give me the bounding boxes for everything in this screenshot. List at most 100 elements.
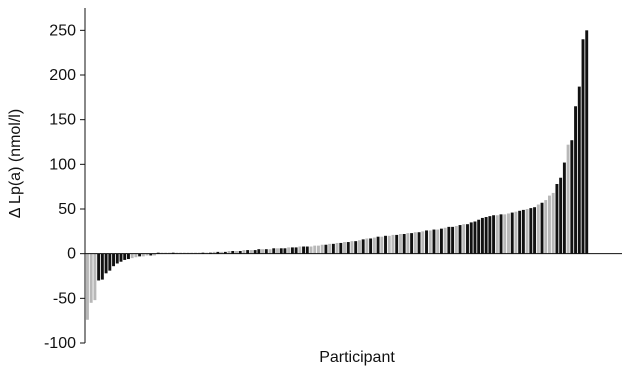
participant-bar [216, 251, 220, 254]
participant-bar [443, 227, 447, 254]
participant-bar [477, 219, 481, 254]
participant-bar [466, 224, 469, 254]
participant-bar [559, 177, 563, 254]
participant-bar [395, 234, 399, 254]
participant-bar [492, 215, 496, 254]
participant-bar [555, 183, 559, 254]
participant-bar [126, 253, 130, 260]
participant-bar [130, 253, 134, 259]
participant-bar [436, 229, 440, 254]
y-tick-label: -50 [53, 290, 76, 307]
participant-bar [257, 249, 261, 254]
participant-bar [469, 222, 473, 254]
participant-bar [138, 253, 142, 257]
participant-bar [521, 209, 525, 254]
participant-bar [339, 242, 343, 254]
participant-bar [577, 86, 581, 254]
participant-bar [354, 241, 358, 254]
participant-bar [242, 250, 246, 254]
participant-bar [447, 226, 451, 254]
participant-bar [220, 251, 224, 254]
participant-bar [507, 213, 510, 254]
participant-bar [294, 247, 298, 254]
participant-bar [112, 253, 115, 267]
participant-bar [562, 162, 566, 254]
participant-bar [268, 249, 272, 254]
participant-bar [309, 246, 313, 254]
participant-bar [298, 246, 302, 254]
participant-bar [119, 253, 123, 262]
participant-bar [384, 235, 387, 254]
participant-bar [402, 234, 406, 254]
participant-bar [428, 230, 432, 254]
participant-bar [331, 243, 335, 254]
participant-bar [238, 250, 242, 254]
y-ticks-group: -100 -50 0 50 100 150 200 250 [44, 22, 85, 352]
y-axis-title: Δ Lp(a) (nmol/l) [7, 109, 24, 218]
participant-bar [153, 253, 156, 256]
participant-bar [480, 217, 484, 254]
participant-bar [134, 253, 138, 258]
participant-bar [272, 248, 276, 254]
y-tick-label: 100 [49, 156, 76, 173]
participant-bar [398, 234, 402, 254]
participant-bar [566, 144, 570, 254]
participant-bar [510, 212, 514, 254]
participant-bar [570, 140, 574, 254]
participant-bar [302, 246, 306, 254]
participant-bar [246, 250, 250, 254]
y-tick-label: 150 [49, 112, 76, 129]
participant-bar [454, 225, 458, 254]
participant-bar [223, 251, 227, 254]
participant-bar [305, 246, 309, 254]
participant-bar [581, 39, 585, 254]
y-tick-label: -100 [44, 335, 76, 352]
participant-bar [425, 230, 428, 254]
participant-bar [488, 216, 492, 254]
participant-bar [574, 106, 578, 254]
participant-bar [335, 242, 339, 254]
participant-bar [376, 236, 380, 254]
participant-bar [518, 210, 522, 254]
participant-bar [86, 253, 89, 320]
participant-bar [350, 241, 354, 254]
participant-bar [525, 209, 529, 254]
participant-bar [145, 253, 149, 256]
participant-bar [484, 217, 488, 254]
participant-bar [413, 232, 417, 254]
participant-bar [123, 253, 127, 260]
participant-bar [346, 242, 350, 254]
y-tick-label: 0 [67, 246, 76, 263]
participant-bar [503, 214, 507, 254]
participant-bar [141, 253, 145, 257]
participant-bar [421, 231, 425, 254]
participant-bar [249, 250, 253, 254]
participant-bar [235, 250, 238, 254]
participant-bar [313, 245, 317, 254]
participant-bar [499, 214, 503, 254]
participant-bar [544, 200, 548, 254]
participant-bar [536, 204, 540, 254]
participant-bar [231, 250, 235, 254]
participant-bar [585, 30, 589, 254]
participant-bar [290, 247, 294, 254]
participant-bar [261, 249, 265, 254]
participant-bar [514, 211, 518, 254]
participant-bar [533, 207, 537, 254]
participant-bar [283, 248, 287, 254]
participant-bar [410, 233, 414, 254]
participant-bar [391, 234, 395, 254]
participant-bar [115, 253, 119, 264]
y-tick-label: 250 [49, 22, 76, 39]
participant-bar [551, 192, 555, 254]
participant-bar [212, 251, 216, 254]
participant-bar [432, 229, 436, 254]
participant-bar [372, 237, 376, 254]
participant-bar [279, 248, 283, 254]
participant-bar [89, 253, 93, 303]
participant-bar [287, 247, 291, 254]
y-tick-label: 200 [49, 67, 76, 84]
participant-bar [320, 244, 324, 254]
participant-bar [439, 228, 443, 254]
